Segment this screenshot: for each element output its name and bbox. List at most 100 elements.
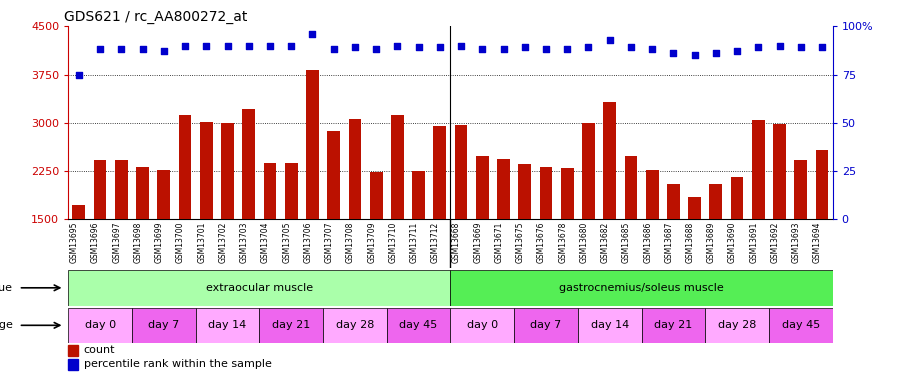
Bar [178, 115, 191, 219]
Point [432, 45, 447, 51]
Point [475, 46, 490, 53]
Point [199, 43, 214, 49]
Bar [794, 160, 807, 219]
Text: GSM13708: GSM13708 [346, 222, 355, 263]
Bar [774, 124, 786, 219]
Text: GSM13671: GSM13671 [494, 222, 503, 263]
Point [72, 72, 86, 78]
Point [93, 46, 107, 53]
Point [623, 45, 638, 51]
Bar [200, 122, 213, 219]
Bar [369, 172, 382, 219]
Text: day 0: day 0 [85, 320, 116, 330]
Text: day 7: day 7 [531, 320, 561, 330]
Text: GSM13696: GSM13696 [91, 222, 100, 263]
Bar [349, 119, 361, 219]
Text: GSM13706: GSM13706 [303, 222, 312, 263]
Point [327, 46, 341, 53]
Text: GSM13704: GSM13704 [261, 222, 270, 263]
Text: GSM13692: GSM13692 [771, 222, 780, 263]
Text: day 0: day 0 [467, 320, 498, 330]
Point [518, 45, 532, 51]
Text: GSM13689: GSM13689 [707, 222, 716, 263]
Text: GSM13687: GSM13687 [664, 222, 673, 263]
Bar [561, 168, 573, 219]
Text: percentile rank within the sample: percentile rank within the sample [84, 359, 271, 369]
Text: GSM13682: GSM13682 [601, 222, 610, 263]
Text: day 45: day 45 [399, 320, 438, 330]
Text: day 28: day 28 [336, 320, 374, 330]
Text: GSM13702: GSM13702 [218, 222, 228, 263]
Point [687, 52, 702, 58]
Bar [285, 164, 298, 219]
Bar [68, 345, 78, 356]
Text: GSM13678: GSM13678 [558, 222, 567, 263]
Text: day 21: day 21 [654, 320, 693, 330]
Text: day 28: day 28 [718, 320, 756, 330]
Text: GSM13700: GSM13700 [176, 222, 185, 263]
Text: GSM13710: GSM13710 [389, 222, 398, 263]
Point [581, 45, 596, 51]
Text: GSM13668: GSM13668 [452, 222, 461, 263]
Point [390, 43, 405, 49]
Text: GSM13685: GSM13685 [622, 222, 631, 263]
Text: GSM13699: GSM13699 [155, 222, 164, 263]
Point [348, 45, 362, 51]
Text: GSM13676: GSM13676 [537, 222, 546, 263]
Point [666, 50, 681, 56]
Bar [391, 115, 404, 219]
Text: GDS621 / rc_AA800272_at: GDS621 / rc_AA800272_at [65, 10, 248, 24]
FancyBboxPatch shape [68, 308, 132, 343]
Bar [115, 160, 127, 219]
FancyBboxPatch shape [514, 308, 578, 343]
Text: GSM13711: GSM13711 [410, 222, 419, 263]
Point [284, 43, 298, 49]
Text: GSM13669: GSM13669 [473, 222, 482, 263]
Text: GSM13680: GSM13680 [580, 222, 589, 263]
Bar [731, 177, 743, 219]
Bar [306, 70, 318, 219]
Text: GSM13688: GSM13688 [685, 222, 694, 263]
Text: GSM13675: GSM13675 [516, 222, 525, 263]
Bar [497, 159, 510, 219]
Bar [624, 156, 637, 219]
FancyBboxPatch shape [705, 308, 769, 343]
Point [241, 43, 256, 49]
FancyBboxPatch shape [450, 308, 514, 343]
Bar [540, 166, 552, 219]
Bar [455, 125, 468, 219]
Text: GSM13690: GSM13690 [728, 222, 737, 263]
Text: tissue: tissue [0, 283, 14, 293]
Point [220, 43, 235, 49]
Text: day 14: day 14 [591, 320, 629, 330]
Bar [94, 160, 106, 219]
Text: GSM13695: GSM13695 [70, 222, 79, 263]
Point [709, 50, 723, 56]
FancyBboxPatch shape [450, 270, 833, 306]
Bar [221, 123, 234, 219]
Point [263, 43, 278, 49]
Text: age: age [0, 320, 14, 330]
Text: count: count [84, 345, 115, 355]
Text: GSM13701: GSM13701 [197, 222, 207, 263]
Bar [157, 170, 170, 219]
Text: day 14: day 14 [208, 320, 247, 330]
Text: extraocular muscle: extraocular muscle [206, 283, 313, 293]
FancyBboxPatch shape [323, 308, 387, 343]
Bar [519, 164, 531, 219]
Text: day 7: day 7 [148, 320, 179, 330]
Text: GSM13694: GSM13694 [813, 222, 822, 263]
Point [645, 46, 660, 53]
Bar [433, 126, 446, 219]
Point [454, 43, 469, 49]
Point [369, 46, 383, 53]
Point [136, 46, 150, 53]
Bar [646, 171, 659, 219]
FancyBboxPatch shape [387, 308, 450, 343]
Bar [73, 205, 86, 219]
Point [177, 43, 192, 49]
Text: day 45: day 45 [782, 320, 820, 330]
Bar [582, 123, 595, 219]
Text: GSM13686: GSM13686 [643, 222, 652, 263]
Point [411, 45, 426, 51]
